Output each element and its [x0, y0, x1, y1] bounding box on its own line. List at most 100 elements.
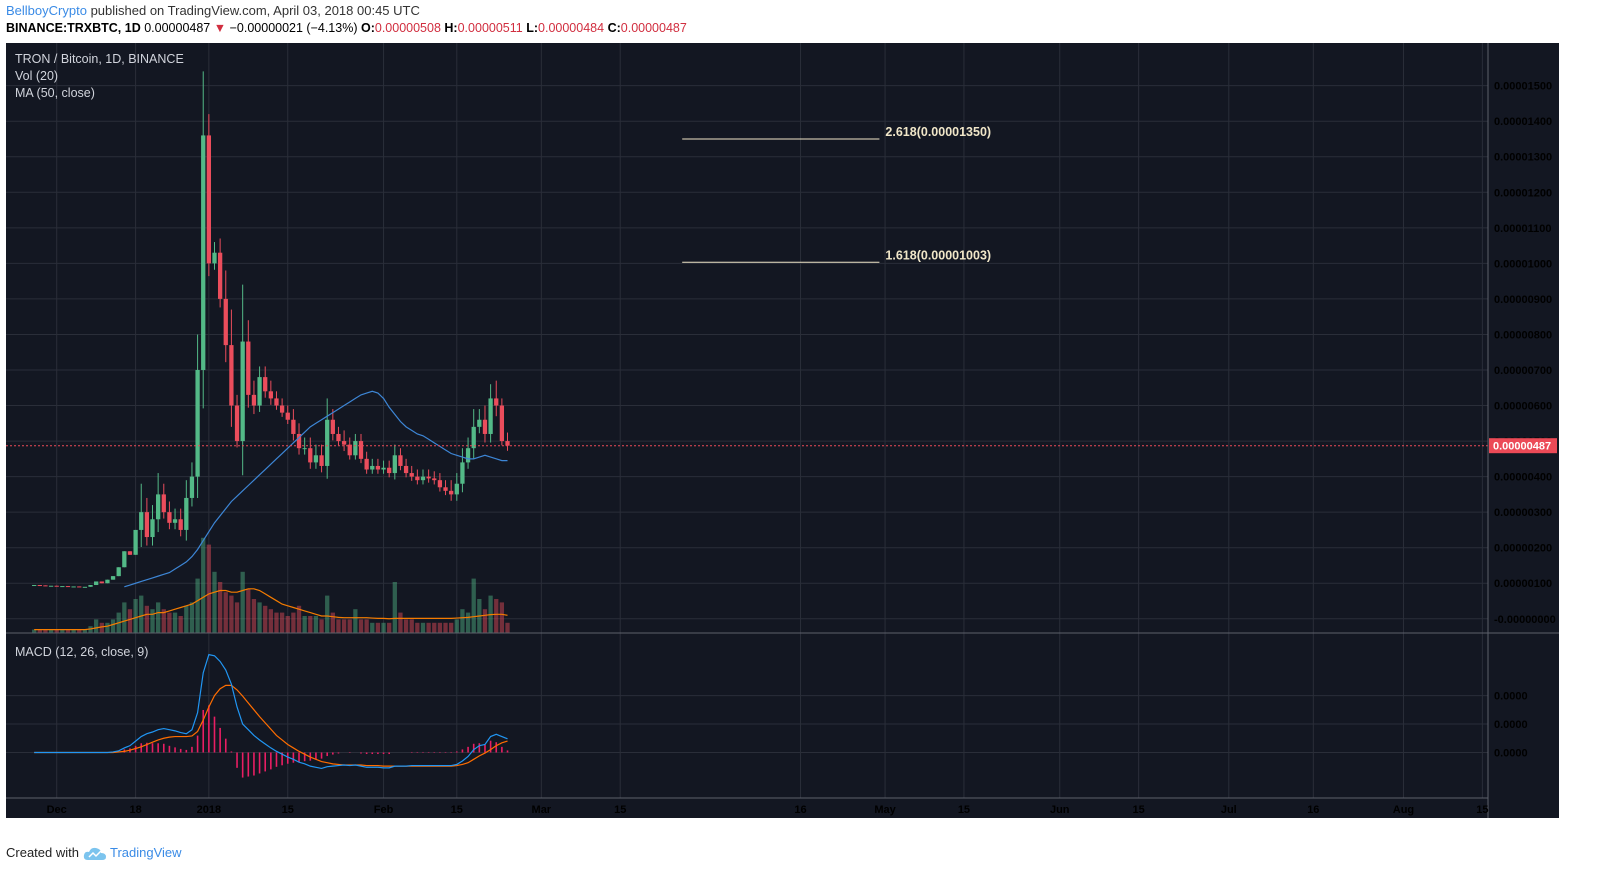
volume-ma-path — [34, 588, 508, 631]
volume-bar — [443, 622, 448, 633]
candle-body — [313, 455, 319, 463]
volume-bar — [178, 616, 183, 633]
candle-body — [71, 586, 76, 588]
time-axis[interactable]: Dec 18 2018 15 Feb 15 Mar 15 16 May 15 Jun 15 Jul 16 Au… — [47, 804, 1489, 816]
candle-body — [251, 394, 257, 406]
volume-bar — [460, 609, 465, 633]
time-axis-label: Dec — [47, 804, 67, 816]
fib-level-label: 1.618(0.00001003) — [885, 248, 991, 262]
volume-bar — [392, 582, 397, 633]
volume-bar — [251, 599, 257, 633]
volume-bar — [420, 622, 426, 633]
volume-bar — [387, 622, 392, 633]
candle-body — [477, 419, 482, 427]
candle-body — [375, 465, 381, 470]
macd-axis-label: 0.0000 — [1494, 719, 1528, 731]
candle-body — [353, 441, 358, 456]
macd-axis-label: 0.0000 — [1494, 691, 1528, 703]
volume-bar — [415, 622, 420, 633]
ma-indicator-label[interactable]: MA (50, close) — [15, 86, 95, 100]
price-axis-label: 0.00001400 — [1494, 116, 1552, 128]
time-axis-label: 16 — [794, 804, 806, 816]
candle-body — [257, 377, 262, 406]
candle-body — [139, 512, 144, 530]
candle-body — [499, 405, 505, 442]
volume-bar — [330, 612, 335, 633]
candle-body — [432, 478, 437, 481]
price-axis-label: 0.00001200 — [1494, 187, 1552, 199]
candle-body — [212, 252, 217, 264]
candle-body — [460, 462, 465, 484]
author-link[interactable]: BellboyCrypto — [6, 3, 87, 18]
volume-bar — [217, 582, 223, 633]
volume-bar — [172, 612, 178, 633]
candle-body — [437, 480, 443, 488]
candle-body — [60, 586, 65, 588]
trading-chart[interactable]: 2.618(0.00001350) 1.618(0.00001003) 0.000… — [6, 43, 1559, 818]
chart-title: TRON / Bitcoin, 1D, BINANCE — [15, 52, 184, 66]
volume-bar — [257, 602, 262, 633]
candle-body — [370, 465, 375, 470]
candle-body — [178, 519, 183, 530]
candle-body — [94, 581, 99, 586]
symbol-label: BINANCE:TRXBTC, 1D — [6, 21, 141, 35]
close-value: 0.00000487 — [620, 21, 687, 35]
volume-bar — [156, 602, 161, 633]
macd-indicator-label[interactable]: MACD (12, 26, close, 9) — [15, 645, 148, 659]
low-label: L: — [526, 21, 539, 35]
price-axis[interactable]: 0.00001500 0.00001400 0.00001300 0.00001200… — [1494, 81, 1556, 626]
volume-bar — [494, 599, 499, 633]
volume-bar — [133, 599, 138, 633]
time-axis-label: 15 — [282, 804, 294, 816]
volume-bar — [336, 619, 341, 633]
volume-bar — [223, 592, 228, 633]
fibonacci-levels[interactable]: 2.618(0.00001350) 1.618(0.00001003) — [682, 125, 991, 263]
volume-bar — [99, 622, 104, 633]
candle-body — [172, 519, 178, 523]
volume-bar — [189, 602, 195, 633]
time-axis-label: 15 — [1133, 804, 1145, 816]
volume-bar — [505, 622, 510, 633]
time-axis-label: Jul — [1221, 804, 1237, 816]
volume-bar — [308, 616, 313, 633]
volume-bar — [184, 605, 189, 633]
candle-body — [223, 298, 228, 346]
low-value: 0.00000484 — [538, 21, 605, 35]
tradingview-link[interactable]: TradingView — [110, 845, 182, 860]
candle-body — [161, 494, 166, 513]
high-label: H: — [444, 21, 458, 35]
candle-body — [398, 455, 403, 466]
chart-background — [6, 43, 1559, 818]
candle-body — [426, 476, 431, 479]
grid-lines — [6, 43, 1488, 798]
time-axis-label: 16 — [1307, 804, 1319, 816]
vol-indicator-label[interactable]: Vol (20) — [15, 69, 58, 83]
price-axis-label: 0.00000700 — [1494, 365, 1552, 377]
volume-bar — [206, 544, 212, 633]
macd-axis-label: 0.0000 — [1494, 747, 1528, 759]
candle-body — [285, 412, 290, 420]
volume-bar — [229, 595, 234, 633]
candle-body — [32, 585, 37, 587]
volume-bar — [71, 629, 76, 633]
publication-header: BellboyCrypto published on TradingView.c… — [6, 3, 420, 19]
fib-level-label: 2.618(0.00001350) — [885, 125, 991, 139]
candle-body — [65, 586, 71, 588]
candle-body — [263, 377, 268, 392]
volume-bars — [32, 537, 510, 633]
candle-body — [217, 252, 223, 299]
volume-bar — [313, 616, 319, 633]
close-label: C: — [607, 21, 621, 35]
volume-bar — [201, 537, 206, 633]
volume-bar — [240, 571, 245, 633]
volume-bar — [139, 595, 144, 633]
volume-bar — [454, 619, 459, 633]
last-price-tag: 0.00000487 — [1489, 438, 1557, 454]
price-axis-label: 0.00000800 — [1494, 329, 1552, 341]
open-label: O: — [360, 21, 375, 35]
volume-bar — [285, 616, 290, 633]
volume-bar — [296, 605, 302, 633]
candle-body — [246, 341, 251, 395]
volume-bar — [302, 616, 307, 633]
volume-bar — [167, 612, 172, 633]
